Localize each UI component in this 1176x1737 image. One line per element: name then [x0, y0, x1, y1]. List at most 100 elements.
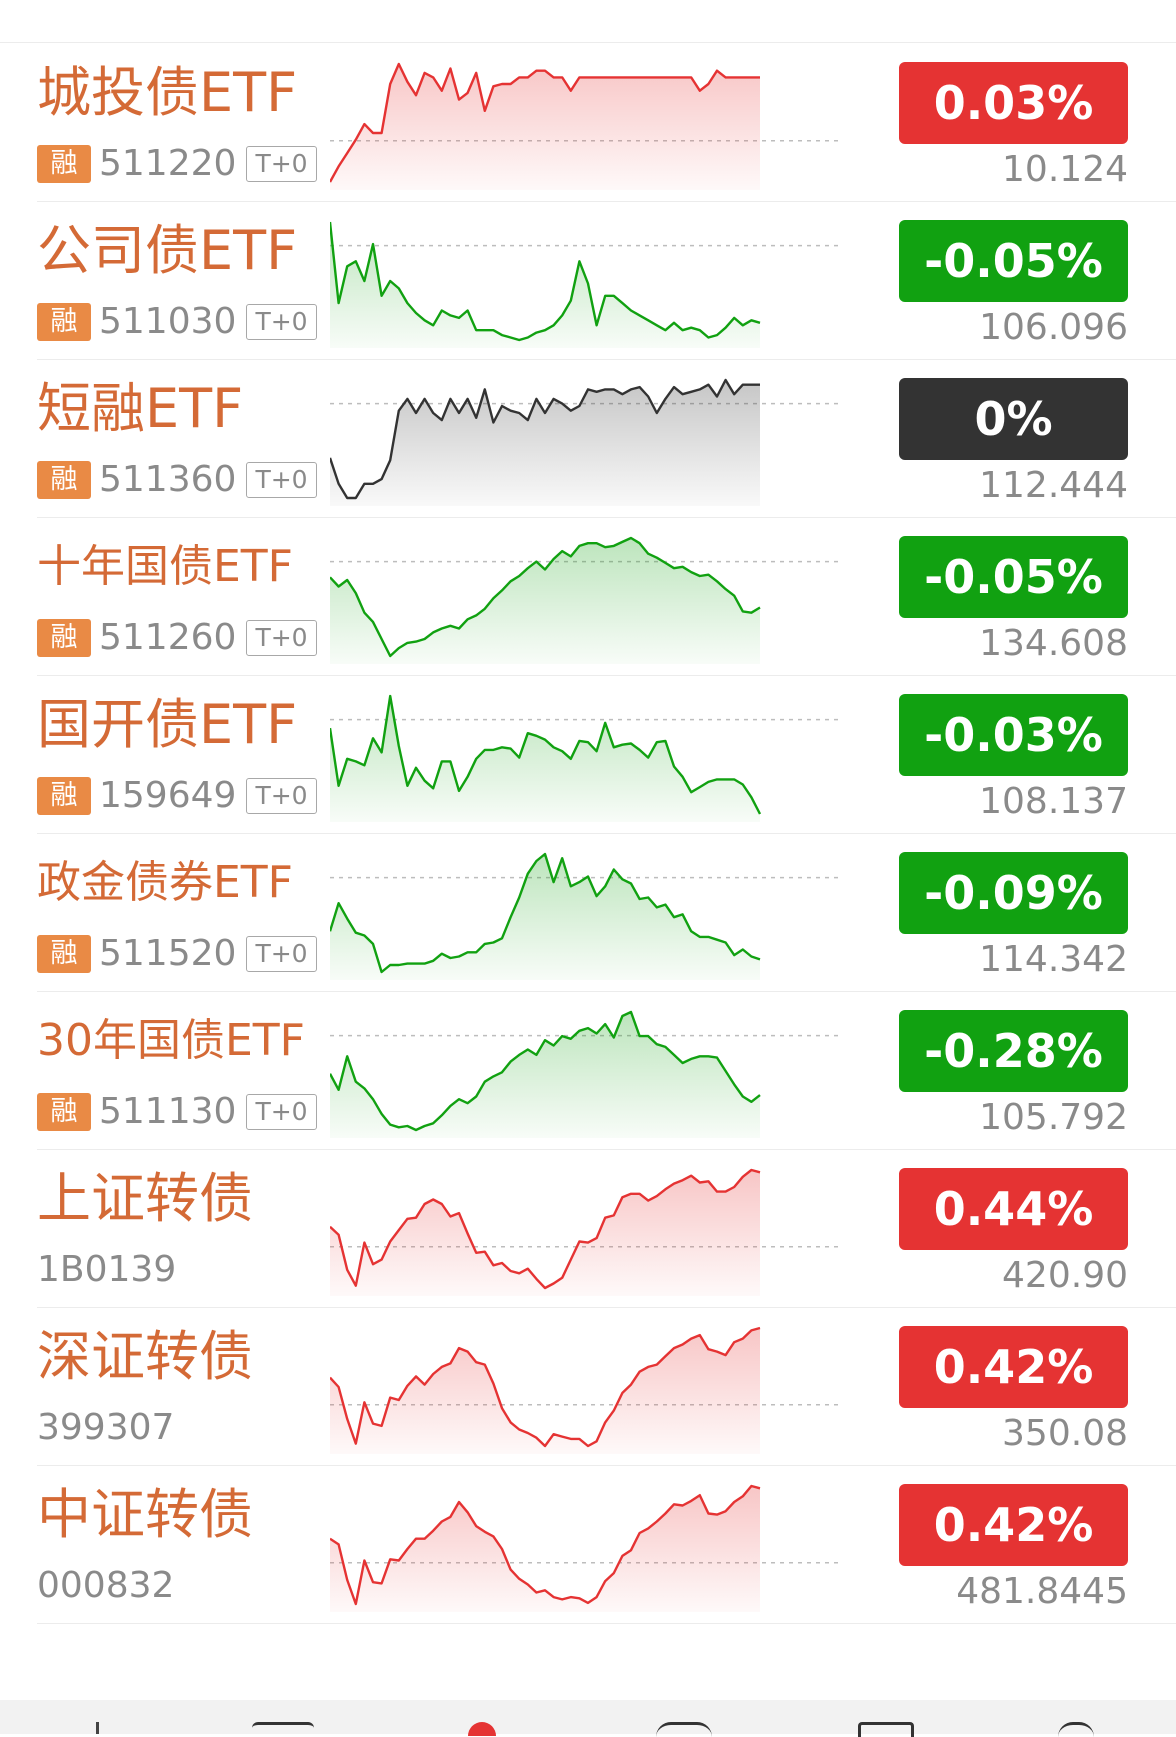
list-item[interactable]: 短融ETF 融 511360 T+0 0% 112.444 — [0, 360, 1176, 518]
price-value: 350.08 — [1002, 1413, 1128, 1454]
list-item[interactable]: 十年国债ETF 融 511260 T+0 -0.05% 134.608 — [0, 518, 1176, 676]
sparkline-line — [330, 694, 762, 815]
list-item[interactable]: 深证转债 399307 0.42% 350.08 — [0, 1308, 1176, 1466]
price-value: 112.444 — [979, 465, 1128, 506]
sparkline-area — [330, 1170, 760, 1296]
margin-badge: 融 — [37, 619, 91, 657]
fund-code: 399307 — [37, 1407, 175, 1448]
fund-code: 511130 — [99, 1091, 237, 1132]
fund-meta: 融 511030 T+0 — [37, 302, 317, 342]
sparkline-line — [330, 1484, 761, 1606]
change-badge[interactable]: 0.42% — [899, 1326, 1128, 1408]
list-item[interactable]: 政金债券ETF 融 511520 T+0 -0.09% 114.342 — [0, 834, 1176, 992]
fund-name: 十年国债ETF — [37, 541, 293, 592]
list-item[interactable]: 30年国债ETF 融 511130 T+0 -0.28% 105.792 — [0, 992, 1176, 1150]
change-badge[interactable]: 0% — [899, 378, 1128, 460]
fund-code: 159649 — [99, 775, 237, 816]
price-value: 105.792 — [979, 1097, 1128, 1138]
price-value: 134.608 — [979, 623, 1128, 664]
sparkline-line — [330, 378, 760, 500]
sparkline-line — [330, 1326, 761, 1448]
sparkline-area — [330, 696, 760, 822]
nav-4-icon[interactable] — [656, 1722, 712, 1737]
sparkline-area — [330, 854, 760, 980]
fund-name: 中证转债 — [37, 1483, 253, 1546]
sparkline-area — [330, 64, 760, 190]
nav-6-icon[interactable] — [1058, 1722, 1094, 1737]
sparkline — [330, 62, 842, 190]
t0-tag: T+0 — [246, 462, 317, 498]
sparkline — [330, 1484, 842, 1612]
change-badge[interactable]: 0.42% — [899, 1484, 1128, 1566]
sparkline-line — [330, 1168, 761, 1290]
fund-name: 深证转债 — [37, 1325, 253, 1388]
list-item[interactable]: 中证转债 000832 0.42% 481.8445 — [0, 1466, 1176, 1624]
sparkline — [330, 852, 842, 980]
fund-meta: 融 511360 T+0 — [37, 460, 317, 500]
fund-code: 511030 — [99, 301, 237, 342]
t0-tag: T+0 — [246, 620, 317, 656]
fund-meta: 399307 — [37, 1408, 174, 1448]
t0-tag: T+0 — [246, 146, 317, 182]
sparkline — [330, 694, 842, 822]
sparkline — [330, 221, 842, 348]
t0-tag: T+0 — [246, 778, 317, 814]
list-item[interactable]: 国开债ETF 融 159649 T+0 -0.03% 108.137 — [0, 676, 1176, 834]
fund-name: 公司债ETF — [37, 219, 298, 282]
change-badge[interactable]: -0.09% — [899, 852, 1128, 934]
price-value: 481.8445 — [956, 1571, 1128, 1612]
bottom-nav[interactable] — [0, 1700, 1176, 1737]
sparkline-area — [330, 1012, 760, 1138]
fund-name: 上证转债 — [37, 1167, 253, 1230]
nav-3-icon[interactable] — [468, 1722, 496, 1736]
t0-tag: T+0 — [246, 1094, 317, 1130]
t0-tag: T+0 — [246, 936, 317, 972]
sparkline-area — [330, 538, 760, 664]
fund-name: 30年国债ETF — [37, 1015, 305, 1066]
nav-2-icon[interactable] — [252, 1722, 314, 1737]
fund-name: 城投债ETF — [37, 61, 298, 124]
price-value: 10.124 — [1002, 149, 1128, 190]
sparkline-line — [330, 221, 761, 342]
list-item[interactable]: 上证转债 1B0139 0.44% 420.90 — [0, 1150, 1176, 1308]
change-badge[interactable]: -0.05% — [899, 220, 1128, 302]
change-badge[interactable]: -0.28% — [899, 1010, 1128, 1092]
fund-meta: 1B0139 — [37, 1250, 176, 1290]
margin-badge: 融 — [37, 1093, 91, 1131]
etf-list: 城投债ETF 融 511220 T+0 0.03% 10.124 公司债ETF 融 511030… — [0, 44, 1176, 1624]
change-badge[interactable]: -0.03% — [899, 694, 1128, 776]
change-badge[interactable]: 0.03% — [899, 62, 1128, 144]
change-badge[interactable]: -0.05% — [899, 536, 1128, 618]
fund-name: 短融ETF — [37, 377, 244, 440]
fund-code: 511520 — [99, 933, 237, 974]
margin-badge: 融 — [37, 777, 91, 815]
fund-meta: 融 511130 T+0 — [37, 1092, 317, 1132]
price-value: 108.137 — [979, 781, 1128, 822]
fund-code: 000832 — [37, 1565, 175, 1606]
list-item[interactable]: 城投债ETF 融 511220 T+0 0.03% 10.124 — [0, 44, 1176, 202]
fund-name: 政金债券ETF — [37, 857, 293, 908]
change-badge[interactable]: 0.44% — [899, 1168, 1128, 1250]
sparkline — [330, 1010, 842, 1138]
fund-code: 511360 — [99, 459, 237, 500]
fund-code: 1B0139 — [37, 1249, 177, 1290]
sparkline — [330, 1326, 842, 1454]
margin-badge: 融 — [37, 935, 91, 973]
nav-5-icon[interactable] — [858, 1722, 914, 1737]
fund-meta: 融 511260 T+0 — [37, 618, 317, 658]
list-item[interactable]: 公司债ETF 融 511030 T+0 -0.05% 106.096 — [0, 202, 1176, 360]
sparkline-area — [330, 1328, 760, 1454]
sparkline — [330, 1168, 842, 1296]
sparkline-line — [330, 536, 761, 658]
top-divider — [0, 42, 1176, 43]
nav-1-icon[interactable] — [96, 1722, 107, 1734]
margin-badge: 融 — [37, 461, 91, 499]
price-value: 114.342 — [979, 939, 1128, 980]
sparkline-area — [330, 1486, 760, 1612]
fund-meta: 融 511520 T+0 — [37, 934, 317, 974]
fund-meta: 融 511220 T+0 — [37, 144, 317, 184]
margin-badge: 融 — [37, 145, 91, 183]
fund-meta: 融 159649 T+0 — [37, 776, 317, 816]
fund-code: 511220 — [99, 143, 237, 184]
fund-code: 511260 — [99, 617, 237, 658]
